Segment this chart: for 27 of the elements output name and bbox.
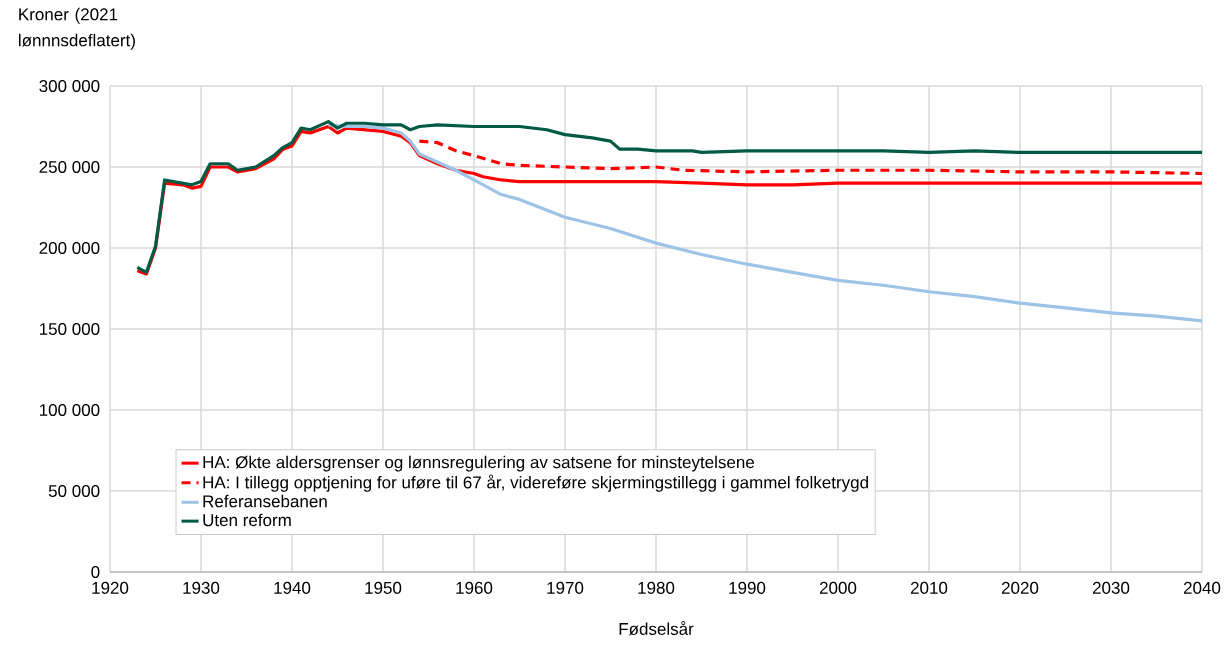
x-tick-label: 1940	[274, 581, 311, 594]
legend-label: Referansebanen	[203, 494, 327, 508]
line-series	[417, 139, 1204, 176]
x-tick-label: 1970	[547, 581, 584, 594]
x-tick-label: 2000	[819, 581, 857, 594]
x-tick-label: 2020	[1001, 581, 1039, 594]
y-tick-label: 100 000	[39, 403, 100, 417]
legend-label: HA: I tillegg opptjening for uføre til 67 år, videreføre skjermingstillegg i gammel folketrygd	[203, 474, 868, 492]
x-axis-title: Fødselsår	[619, 621, 694, 636]
x-tick-label: 2040	[1183, 581, 1221, 594]
y-tick-label: 50 000	[48, 484, 100, 498]
y-tick-label: 200 000	[39, 241, 100, 255]
x-tick-label: 1920	[92, 581, 129, 594]
y-tick-label: 0	[91, 565, 100, 579]
x-tick-label: 1980	[638, 581, 675, 594]
legend-label: HA: Økte aldersgrenser og lønnsregulering av satsene for minsteytelsene	[203, 455, 755, 472]
x-tick-label: 1950	[365, 581, 402, 594]
x-tick-label: 1930	[183, 581, 220, 594]
y-tick-label: 250 000	[39, 160, 100, 174]
y-axis-title: Kroner (2021 lønnnsdeflatert)	[19, 7, 135, 50]
x-tick-label: 2030	[1092, 581, 1130, 594]
x-tick-label: 1960	[456, 581, 493, 594]
y-tick-label: 300 000	[39, 79, 100, 93]
legend-label: Uten reform	[203, 513, 291, 527]
x-tick-label: 2010	[910, 581, 948, 594]
x-tick-label: 1990	[729, 581, 766, 594]
y-tick-label: 150 000	[39, 322, 100, 336]
